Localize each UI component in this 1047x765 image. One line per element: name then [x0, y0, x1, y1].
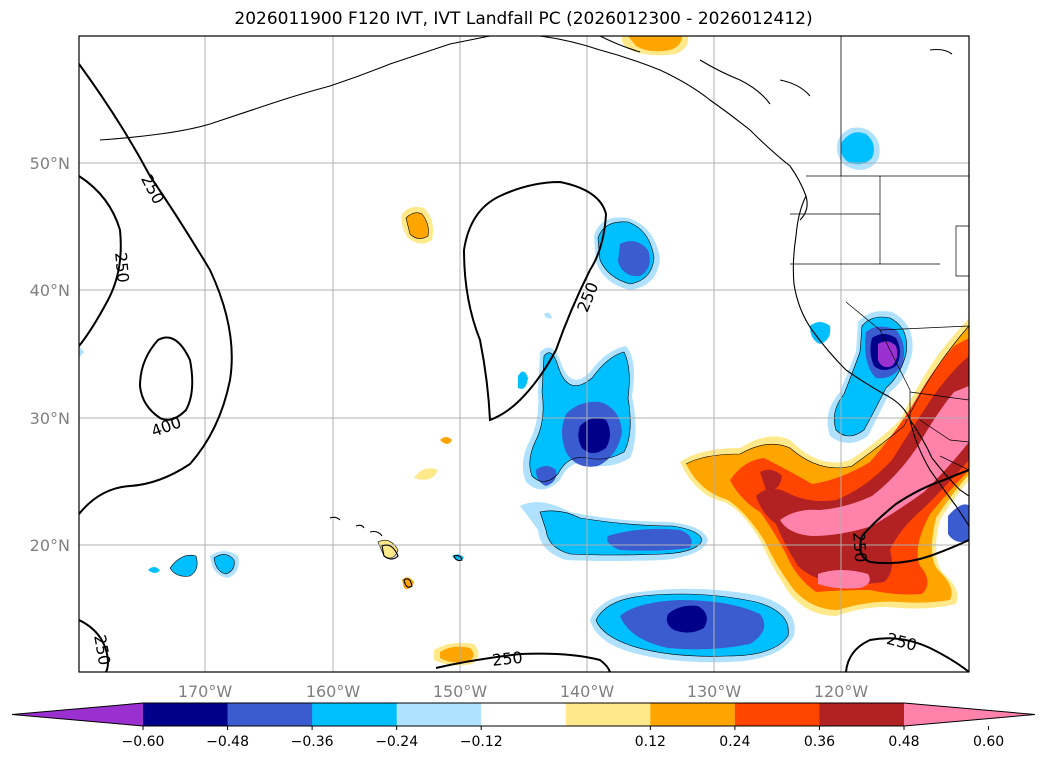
colorbar-segment-2: [312, 703, 398, 726]
lon-label-120w: 120°W: [814, 682, 869, 701]
colorbar-tick-label-1: −0.48: [206, 734, 249, 750]
contour-250-ar-south: [859, 535, 969, 565]
contour-400: [138, 336, 194, 421]
contour-250-west-inner: [79, 175, 122, 347]
patch-ar-pink: [780, 386, 969, 536]
colorbar-tick-label-4: −0.12: [460, 734, 503, 750]
colorbar-tick-label-9: 0.60: [973, 734, 1004, 750]
patch-w-2b: [214, 554, 235, 574]
patch-edge-left: [79, 346, 84, 358]
patch-28n-141w-navy: [578, 418, 610, 453]
contour-250-sw: [79, 619, 109, 672]
contour-label-8: 250: [849, 531, 870, 563]
map-plot-area: 250 250 400 250 250 250 250 250: [79, 36, 969, 672]
patch-alaska-top-core: [628, 36, 682, 52]
patch-dot-1: [440, 437, 452, 444]
map-frame: [78, 35, 970, 673]
political-borders: [790, 36, 969, 471]
patch-california-purple: [878, 341, 898, 368]
colorbar-segment-3: [396, 703, 482, 726]
colorbar-tick-label-2: −0.36: [291, 734, 334, 750]
patch-ar-darkred-dot: [760, 469, 782, 491]
patch-bottom-150w-core: [440, 646, 474, 663]
lat-label-40n: 40°N: [30, 281, 70, 300]
colorbar-segment-5: [565, 703, 651, 726]
colorbar-tick-label-6: 0.24: [719, 734, 750, 750]
colorbar-segment-6: [650, 703, 736, 726]
colorbar: −0.60 −0.48 −0.36 −0.24 −0.12 0.12 0.24 0.36 0.4…: [11, 702, 1036, 750]
coastlines: [99, 36, 969, 588]
colorbar-tick-label-5: 0.12: [635, 734, 666, 750]
contour-250-se: [845, 637, 969, 672]
patch-canada-core: [840, 132, 874, 165]
map-title: 2026011900 F120 IVT, IVT Landfall PC (20…: [234, 9, 813, 29]
lat-label-30n: 30°N: [30, 409, 70, 428]
patch-w-1: [170, 555, 198, 577]
patch-14n-navy: [666, 605, 707, 633]
colorbar-tick-label-8: 0.48: [888, 734, 919, 750]
patch-dot-2: [414, 468, 438, 480]
colorbar-tick-label-7: 0.36: [804, 734, 835, 750]
patch-42n-141w-core: [618, 241, 650, 277]
ivt-contours: [79, 63, 969, 672]
patch-small-oregon: [810, 322, 831, 344]
lon-label-130w: 130°W: [687, 682, 742, 701]
colorbar-segment-4: [481, 703, 567, 726]
longitude-axis: 170°W 160°W 150°W 140°W 130°W 120°W: [178, 682, 869, 701]
patch-small-2: [518, 371, 528, 389]
patch-outlines: [169, 212, 969, 657]
colorbar-extend-max: [904, 703, 1035, 726]
colorbar-extend-min: [12, 703, 143, 726]
lon-label-170w: 170°W: [178, 682, 233, 701]
patch-small-3: [544, 312, 552, 319]
contour-250-bottom: [435, 652, 611, 672]
colorbar-tick-label-3: −0.24: [375, 734, 418, 750]
patch-baja: [948, 504, 969, 542]
lat-label-20n: 20°N: [30, 536, 70, 555]
lon-label-150w: 150°W: [433, 682, 488, 701]
lat-label-50n: 50°N: [30, 154, 70, 173]
lon-label-160w: 160°W: [306, 682, 361, 701]
latitude-axis: 50°N 40°N 30°N 20°N: [30, 154, 70, 555]
patch-ar-pink-2: [818, 570, 870, 589]
colorbar-segment-0: [143, 703, 229, 726]
colorbar-segment-7: [734, 703, 820, 726]
patch-w-3: [148, 567, 160, 573]
contour-label-2: 250: [111, 251, 133, 283]
colorbar-segment-1: [227, 703, 313, 726]
contour-250-west: [79, 63, 233, 515]
negative-anomaly-patches: [79, 127, 969, 663]
lon-label-140w: 140°W: [560, 682, 615, 701]
positive-anomaly-patches: [378, 36, 969, 666]
patch-45n-153w-core: [406, 212, 429, 239]
contour-250-ar: [861, 469, 969, 537]
colorbar-tick-label-0: −0.60: [122, 734, 165, 750]
contour-label-6: 250: [491, 648, 523, 670]
colorbar-segment-8: [819, 703, 905, 726]
contour-250-central: [462, 180, 608, 422]
